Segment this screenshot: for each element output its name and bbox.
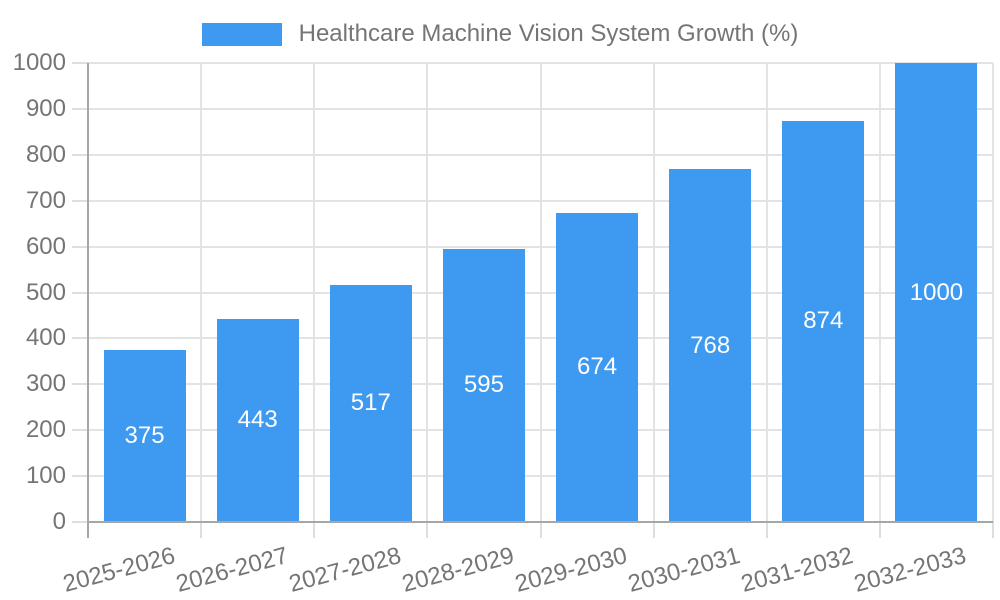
x-axis-tick [878, 522, 881, 538]
x-axis-tick [426, 522, 429, 538]
bar[interactable] [216, 318, 299, 522]
bar-value-label: 517 [350, 389, 391, 417]
gridline-vertical [652, 63, 655, 522]
bar[interactable] [782, 120, 865, 522]
gridline-vertical [313, 63, 316, 522]
y-axis-tick [72, 62, 88, 64]
y-axis-tick [72, 521, 88, 523]
gridline-vertical [426, 63, 429, 522]
y-tick-label: 200 [25, 416, 66, 444]
y-tick-label: 400 [25, 324, 66, 352]
bar-value-label: 1000 [909, 278, 964, 306]
bar[interactable] [329, 284, 412, 522]
y-axis-tick [72, 107, 88, 110]
bar-value-label: 874 [803, 307, 844, 335]
y-tick-label: 900 [25, 94, 66, 122]
y-tick-label: 0 [52, 508, 66, 535]
y-tick-label: 300 [25, 370, 66, 398]
legend-label: Healthcare Machine Vision System Growth … [298, 20, 799, 47]
bar[interactable] [442, 248, 525, 522]
y-tick-label: 700 [25, 186, 66, 214]
bar[interactable] [669, 169, 752, 522]
x-axis-tick [992, 522, 994, 538]
y-tick-label: 800 [25, 140, 66, 168]
y-axis-tick [72, 291, 88, 294]
y-axis-line [87, 63, 89, 538]
bar-value-label: 674 [577, 353, 618, 381]
y-tick-label: 500 [25, 278, 66, 306]
y-axis-tick [72, 475, 88, 478]
gridline-vertical [878, 63, 881, 522]
bar-value-label: 595 [463, 371, 504, 399]
x-axis-line [88, 521, 993, 523]
y-axis-tick [72, 429, 88, 432]
gridline-vertical [539, 63, 542, 522]
x-axis-tick [200, 522, 203, 538]
y-axis-tick [72, 337, 88, 340]
bar[interactable] [895, 63, 978, 522]
bar-value-label: 443 [237, 406, 278, 434]
y-tick-label: 600 [25, 232, 66, 260]
gridline-vertical [992, 63, 994, 522]
y-axis-tick [72, 383, 88, 386]
bar-value-label: 375 [124, 421, 165, 449]
y-tick-label: 100 [25, 462, 66, 490]
y-axis-tick [72, 199, 88, 202]
gridline-vertical [200, 63, 203, 522]
x-axis-tick [765, 522, 768, 538]
bar[interactable] [103, 349, 186, 522]
gridline-vertical [765, 63, 768, 522]
x-axis-tick [652, 522, 655, 538]
legend[interactable]: Healthcare Machine Vision System Growth … [0, 20, 1000, 48]
bar[interactable] [556, 212, 639, 522]
y-axis-tick [72, 153, 88, 156]
bar-value-label: 768 [690, 331, 731, 359]
plot-area [88, 62, 994, 522]
legend-swatch [201, 22, 282, 46]
y-tick-label: 1000 [12, 49, 66, 76]
y-axis-tick [72, 245, 88, 248]
x-axis-tick [313, 522, 316, 538]
x-axis-tick [539, 522, 542, 538]
